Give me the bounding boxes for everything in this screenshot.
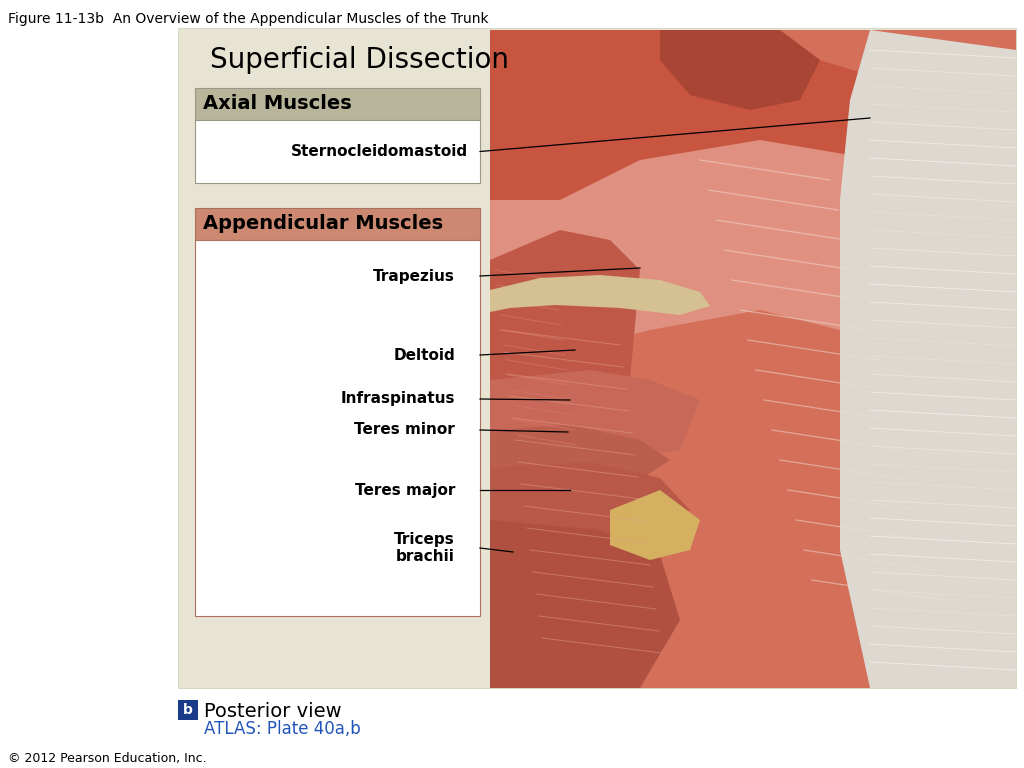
Text: Teres minor: Teres minor [354,422,455,438]
Polygon shape [490,370,700,465]
Polygon shape [490,230,640,460]
Polygon shape [490,425,670,482]
FancyBboxPatch shape [490,30,1016,688]
Text: Figure 11-13b  An Overview of the Appendicular Muscles of the Trunk: Figure 11-13b An Overview of the Appendi… [8,12,488,26]
Text: Trapezius: Trapezius [373,269,455,283]
Polygon shape [840,30,1016,688]
FancyBboxPatch shape [195,120,480,183]
FancyBboxPatch shape [178,700,198,720]
Text: © 2012 Pearson Education, Inc.: © 2012 Pearson Education, Inc. [8,752,207,765]
Polygon shape [610,490,700,560]
Text: Teres major: Teres major [354,482,455,498]
Polygon shape [660,30,820,110]
Polygon shape [490,30,1016,200]
FancyBboxPatch shape [195,88,480,120]
FancyBboxPatch shape [178,28,1016,688]
FancyBboxPatch shape [195,208,480,240]
Text: Sternocleidomastoid: Sternocleidomastoid [291,144,468,159]
FancyBboxPatch shape [195,240,480,616]
Text: Appendicular Muscles: Appendicular Muscles [203,214,443,233]
Text: Axial Muscles: Axial Muscles [203,94,352,113]
Text: b: b [183,703,193,717]
Text: Infraspinatus: Infraspinatus [341,392,455,406]
Text: Superficial Dissection: Superficial Dissection [211,46,510,74]
Polygon shape [490,462,690,540]
Polygon shape [490,30,1016,380]
Polygon shape [490,275,710,315]
Text: ATLAS: Plate 40a,b: ATLAS: Plate 40a,b [204,720,360,738]
Text: Deltoid: Deltoid [393,347,455,362]
Text: Triceps
brachii: Triceps brachii [394,531,455,564]
Text: Posterior view: Posterior view [204,702,342,721]
Polygon shape [490,520,680,688]
